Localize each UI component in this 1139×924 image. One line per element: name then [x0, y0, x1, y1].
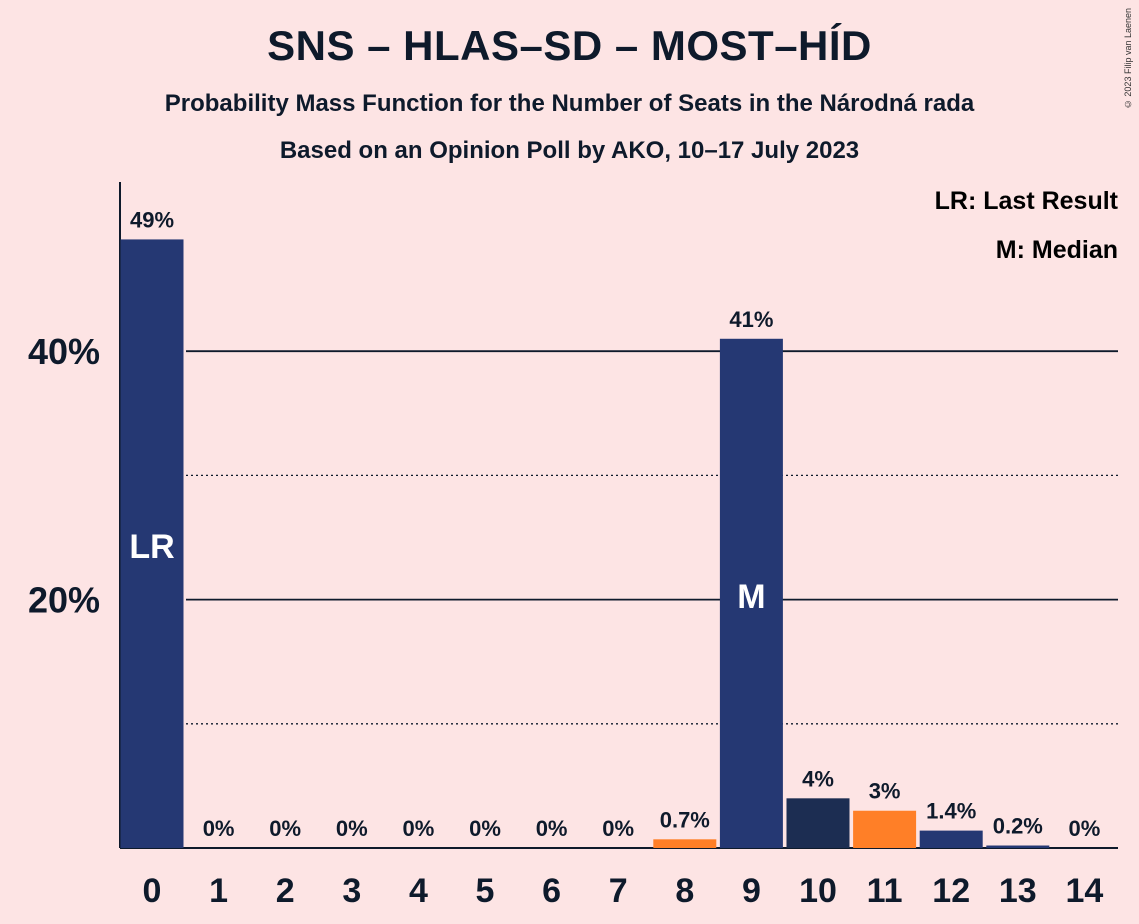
x-tick-label: 8	[675, 872, 694, 910]
value-label: 3%	[869, 779, 901, 804]
value-label: 0%	[602, 816, 634, 841]
bar-9	[719, 338, 783, 848]
value-label: 1.4%	[926, 799, 976, 824]
x-tick-label: 5	[476, 872, 495, 910]
legend-median: M: Median	[996, 236, 1118, 264]
y-tick-label: 40%	[28, 331, 100, 372]
x-tick-label: 3	[342, 872, 361, 910]
chart-subtitle: Probability Mass Function for the Number…	[164, 90, 975, 117]
x-tick-label: 11	[867, 872, 903, 910]
value-label: 0%	[336, 816, 368, 841]
x-tick-label: 6	[542, 872, 561, 910]
x-tick-label: 2	[276, 872, 295, 910]
value-label: 41%	[729, 307, 773, 332]
value-label: 0%	[536, 816, 568, 841]
value-label: 0%	[1069, 816, 1101, 841]
value-label: 0%	[403, 816, 435, 841]
bar-12	[919, 830, 983, 848]
labels: 20%40%49%00%10%20%30%40%50%60%70.7%841%9…	[28, 207, 1103, 910]
x-tick-label: 1	[209, 872, 228, 910]
value-label: 0%	[469, 816, 501, 841]
legend: LR: Last Result M: Median	[935, 187, 1119, 264]
value-label: 0%	[269, 816, 301, 841]
gridlines	[119, 182, 1118, 849]
bar-0	[120, 239, 184, 849]
value-label: 0.2%	[993, 814, 1043, 839]
x-tick-label: 14	[1065, 872, 1103, 910]
x-tick-label: 4	[409, 872, 428, 910]
chart-title: SNS – HLAS–SD – MOST–HÍD	[267, 22, 872, 69]
bars	[120, 239, 1050, 849]
x-tick-label: 13	[999, 872, 1037, 910]
x-tick-label: 12	[932, 872, 970, 910]
legend-last-result: LR: Last Result	[935, 187, 1119, 215]
value-label: 49%	[130, 207, 174, 232]
value-label: 4%	[802, 766, 834, 791]
bar-marker-label: LR	[129, 528, 174, 566]
bar-13	[986, 845, 1050, 848]
y-tick-label: 20%	[28, 580, 100, 621]
bar-10	[786, 798, 850, 848]
bar-8	[653, 839, 717, 848]
value-label: 0%	[203, 816, 235, 841]
x-tick-label: 9	[742, 872, 761, 910]
x-tick-label: 0	[143, 872, 162, 910]
x-tick-label: 10	[799, 872, 837, 910]
bar-11	[853, 810, 917, 848]
chart-subtitle-source: Based on an Opinion Poll by AKO, 10–17 J…	[279, 137, 860, 164]
bar-marker-label: M	[737, 578, 765, 616]
value-label: 0.7%	[660, 807, 710, 832]
x-tick-label: 7	[609, 872, 628, 910]
